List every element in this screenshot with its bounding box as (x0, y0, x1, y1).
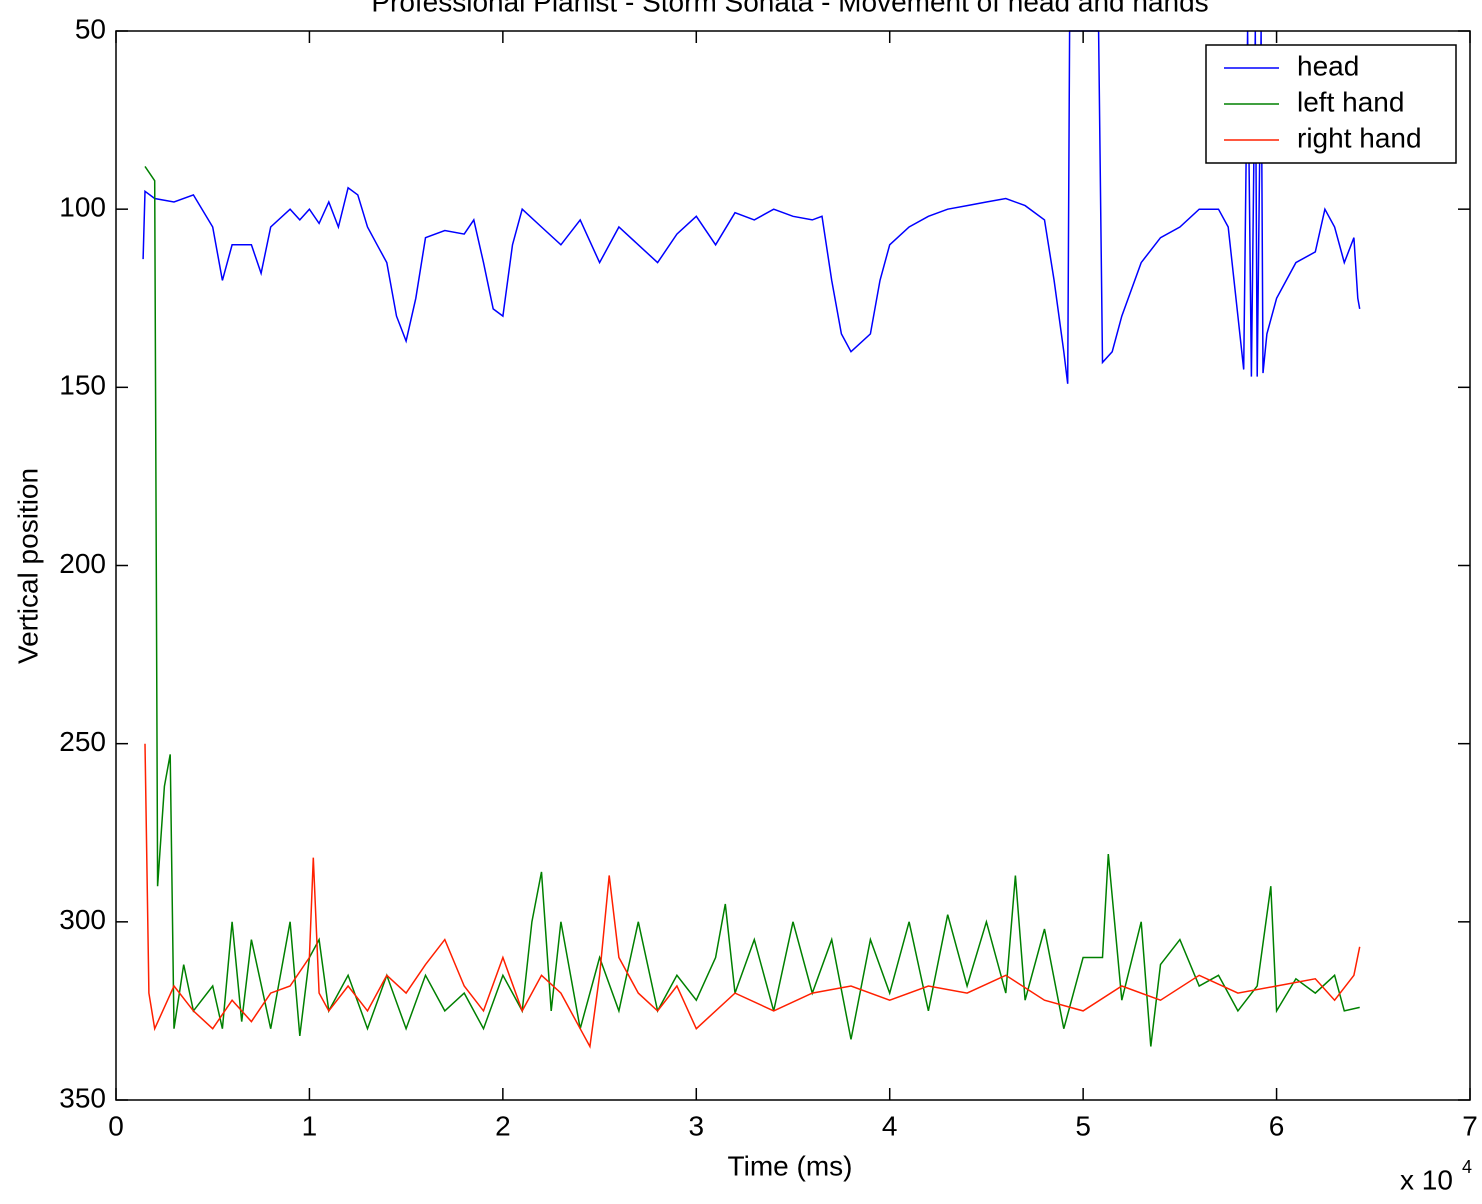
y-tick-label: 300 (59, 904, 106, 935)
legend-label: left hand (1297, 86, 1404, 117)
chart-title: Professional Pianist - Storm Sonata - Mo… (371, 0, 1208, 17)
x-tick-label: 5 (1075, 1110, 1091, 1141)
x-tick-label: 7 (1462, 1110, 1478, 1141)
y-tick-label: 200 (59, 548, 106, 579)
x-tick-label: 2 (495, 1110, 511, 1141)
x-tick-label: 0 (108, 1110, 124, 1141)
x-multiplier: x 10 (1400, 1164, 1453, 1195)
x-multiplier-exponent: 4 (1462, 1157, 1472, 1177)
data-line (144, 165, 1360, 1047)
legend-label: right hand (1297, 122, 1422, 153)
y-tick-label: 50 (75, 13, 106, 44)
y-tick-label: 150 (59, 370, 106, 401)
x-tick-label: 3 (688, 1110, 704, 1141)
y-tick-label: 100 (59, 192, 106, 223)
x-axis-label: Time (ms) (728, 1150, 853, 1181)
x-tick-label: 1 (302, 1110, 318, 1141)
y-tick-label: 350 (59, 1082, 106, 1113)
y-axis-label: Vertical position (12, 468, 43, 664)
data-line (142, 30, 1361, 384)
x-tick-label: 6 (1269, 1110, 1285, 1141)
x-tick-label: 4 (882, 1110, 898, 1141)
data-line (144, 743, 1361, 1049)
legend: head left hand right hand (1205, 44, 1457, 164)
y-tick-label: 250 (59, 726, 106, 757)
plot-lines (142, 30, 1361, 1049)
legend-label: head (1297, 50, 1359, 81)
